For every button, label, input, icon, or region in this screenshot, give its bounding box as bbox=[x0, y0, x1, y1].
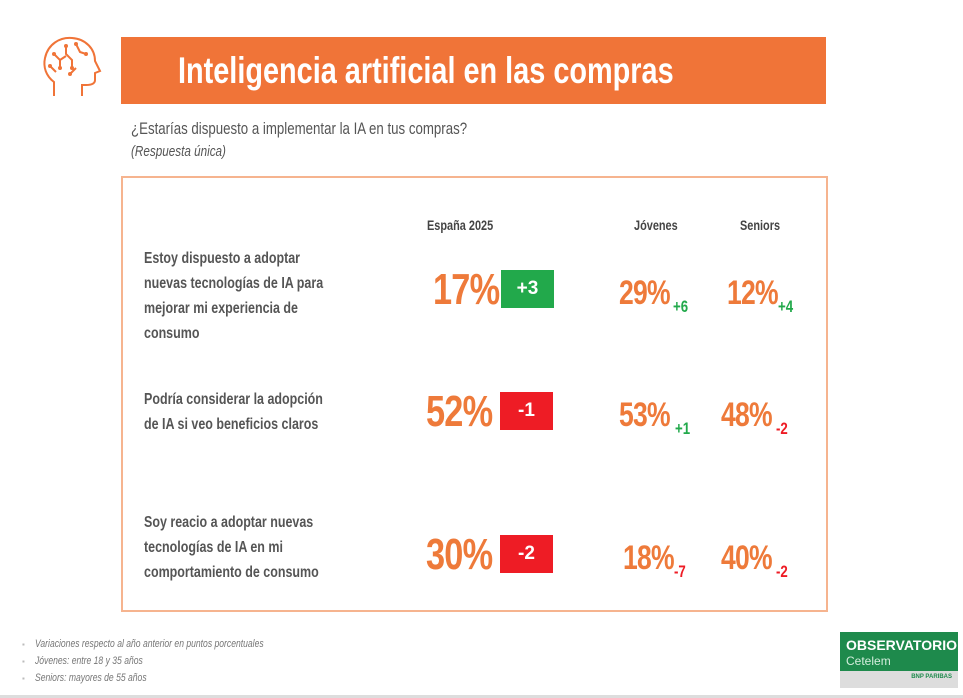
footnote: Seniors: mayores de 55 años bbox=[22, 670, 328, 687]
footnotes: Variaciones respecto al año anterior en … bbox=[22, 636, 328, 687]
seniors-delta: +4 bbox=[778, 297, 794, 316]
question: ¿Estarías dispuesto a implementar la IA … bbox=[131, 119, 468, 138]
seniors-percent: 40% bbox=[721, 539, 773, 577]
logo-title: OBSERVATORIO bbox=[846, 637, 957, 653]
row-label: Estoy dispuesto a adoptar nuevas tecnolo… bbox=[144, 250, 324, 342]
seniors-percent: 48% bbox=[721, 396, 773, 434]
footnote: Variaciones respecto al año anterior en … bbox=[22, 636, 328, 653]
observatorio-cetelem-logo: OBSERVATORIO Cetelem BNP PARIBAS bbox=[840, 632, 958, 688]
row-label: Podría considerar la adopción de IA si v… bbox=[144, 391, 323, 433]
seniors-delta: -2 bbox=[776, 562, 788, 581]
title-bar bbox=[121, 37, 826, 104]
page-title: Inteligencia artificial en las compras bbox=[178, 50, 674, 91]
bnp-paribas-logo: BNP PARIBAS bbox=[911, 674, 952, 680]
question-note: (Respuesta única) bbox=[131, 143, 226, 160]
divider bbox=[0, 695, 963, 698]
spain-delta-badge: -1 bbox=[500, 392, 553, 430]
footnote: Jóvenes: entre 18 y 35 años bbox=[22, 653, 328, 670]
young-delta: +6 bbox=[673, 297, 689, 316]
column-header-young: Jóvenes bbox=[634, 217, 678, 233]
results-panel bbox=[121, 176, 828, 612]
young-percent: 53% bbox=[619, 396, 671, 434]
young-percent: 18% bbox=[623, 539, 675, 577]
seniors-delta: -2 bbox=[776, 419, 788, 438]
row-label: Soy reacio a adoptar nuevas tecnologías … bbox=[144, 514, 319, 581]
column-header-spain: España 2025 bbox=[427, 217, 494, 233]
logo-footer: BNP PARIBAS bbox=[840, 671, 958, 688]
young-percent: 29% bbox=[619, 274, 671, 312]
young-delta: -7 bbox=[674, 562, 686, 581]
brain-head-icon bbox=[43, 36, 102, 96]
seniors-percent: 12% bbox=[727, 274, 779, 312]
spain-delta-badge: -2 bbox=[500, 535, 553, 573]
column-header-seniors: Seniors bbox=[740, 217, 781, 233]
spain-percent: 52% bbox=[426, 387, 493, 436]
young-delta: +1 bbox=[675, 419, 691, 438]
spain-delta-badge: +3 bbox=[501, 270, 554, 308]
logo-subtitle: Cetelem bbox=[846, 654, 891, 668]
spain-percent: 17% bbox=[433, 265, 500, 314]
spain-percent: 30% bbox=[426, 530, 493, 579]
